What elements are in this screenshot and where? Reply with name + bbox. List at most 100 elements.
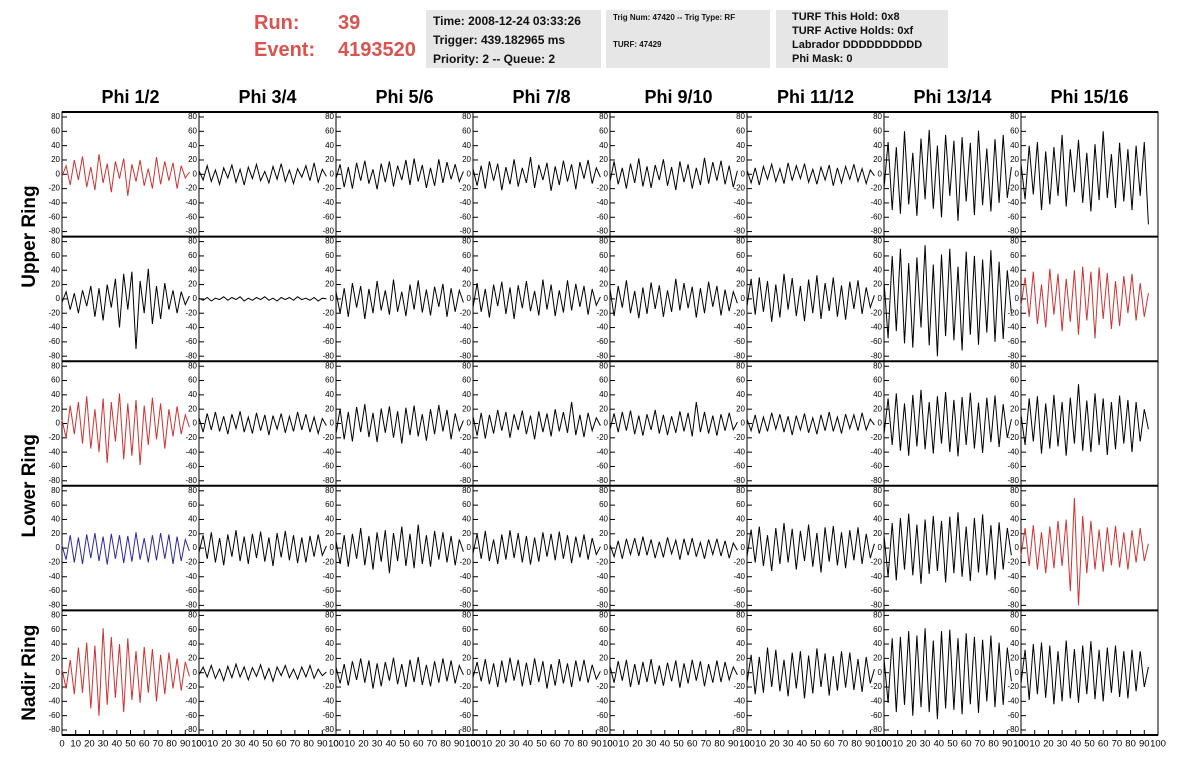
x-tick-label: 30: [372, 739, 383, 750]
y-tick-label: 40: [599, 639, 608, 648]
y-tick-label: -40: [185, 323, 197, 332]
y-tick-label: -40: [185, 572, 197, 581]
y-tick-label: -40: [733, 323, 745, 332]
y-tick-label: -60: [1007, 462, 1019, 471]
y-tick-label: -20: [459, 184, 471, 193]
x-tick-label: 0: [607, 739, 612, 750]
y-tick-label: -20: [596, 308, 608, 317]
x-tick-label: 60: [961, 739, 972, 750]
y-tick-label: -40: [459, 572, 471, 581]
y-tick-label: 20: [51, 529, 60, 538]
y-tick-label: 80: [599, 486, 608, 495]
y-tick-label: 40: [188, 265, 197, 274]
y-tick-label: -20: [596, 558, 608, 567]
info-line: TURF: 47429: [613, 40, 662, 49]
y-tick-label: 80: [325, 237, 334, 246]
x-tick-label: 0: [744, 739, 749, 750]
y-tick-label: 40: [51, 639, 60, 648]
y-tick-label: 20: [462, 280, 471, 289]
x-tick-label: 60: [1098, 739, 1109, 750]
y-tick-label: 40: [325, 265, 334, 274]
info-line: Labrador DDDDDDDDDD: [792, 39, 923, 51]
y-tick-label: 20: [462, 653, 471, 662]
y-tick-label: -80: [48, 476, 60, 485]
y-tick-label: 60: [462, 376, 471, 385]
y-tick-label: 0: [1015, 543, 1020, 552]
y-tick-label: -60: [322, 462, 334, 471]
x-tick-label: 70: [290, 739, 301, 750]
panel-frame: [883, 609, 1022, 736]
panel-frame: [61, 236, 200, 362]
x-tick-label: 20: [358, 739, 369, 750]
x-tick-label: 90: [865, 739, 876, 750]
y-tick-label: 40: [462, 141, 471, 150]
column-header: Phi 9/10: [644, 87, 712, 107]
x-tick-label: 60: [276, 739, 287, 750]
y-tick-label: 20: [462, 155, 471, 164]
y-tick-label: -40: [733, 198, 745, 207]
y-tick-label: -20: [870, 558, 882, 567]
y-tick-label: -20: [48, 558, 60, 567]
y-tick-label: -60: [870, 462, 882, 471]
y-tick-label: 0: [741, 294, 746, 303]
time-box: Time: 2008-12-24 03:33:26 Trigger: 439.1…: [426, 10, 601, 68]
y-tick-label: 40: [1010, 265, 1019, 274]
column-header: Phi 5/6: [375, 87, 433, 107]
info-line: TURF This Hold: 0x8: [792, 11, 900, 23]
waveform: [746, 522, 875, 573]
waveform: [609, 401, 738, 437]
x-tick-label: 70: [564, 739, 575, 750]
info-line: Trig Num: 47420 -- Trig Type: RF: [613, 13, 736, 22]
y-tick-label: 60: [188, 500, 197, 509]
y-tick-label: 60: [736, 625, 745, 634]
y-tick-label: 60: [1010, 625, 1019, 634]
x-tick-label: 0: [333, 739, 338, 750]
y-tick-label: -80: [48, 351, 60, 360]
y-tick-label: -20: [459, 682, 471, 691]
y-tick-label: 60: [462, 625, 471, 634]
row-label: Lower Ring: [19, 434, 40, 537]
x-tick-label: 90: [454, 739, 465, 750]
y-tick-label: 20: [325, 404, 334, 413]
turf-box: TURF This Hold: 0x8 TURF Active Holds: 0…: [776, 10, 948, 68]
x-tick-label: 0: [470, 739, 475, 750]
x-tick-label: 50: [673, 739, 684, 750]
waveform: [335, 279, 464, 320]
y-tick-label: 60: [599, 500, 608, 509]
y-tick-label: 0: [193, 169, 198, 178]
y-tick-label: -40: [596, 696, 608, 705]
waveform: [883, 512, 1012, 584]
panel-frame: [472, 609, 611, 736]
y-tick-label: 60: [599, 625, 608, 634]
y-tick-label: -40: [322, 447, 334, 456]
info-line: Phi Mask: 0: [792, 53, 853, 65]
y-tick-label: -20: [870, 682, 882, 691]
y-tick-label: 60: [325, 376, 334, 385]
x-tick-label: 20: [906, 739, 917, 750]
x-tick-label: 40: [934, 739, 945, 750]
y-tick-label: -60: [733, 337, 745, 346]
y-tick-label: -60: [733, 586, 745, 595]
y-tick-label: 60: [736, 500, 745, 509]
y-tick-label: 0: [741, 668, 746, 677]
waveform: [472, 401, 601, 440]
y-tick-label: -80: [733, 725, 745, 734]
y-tick-label: -60: [185, 586, 197, 595]
y-tick-label: -60: [1007, 586, 1019, 595]
y-tick-label: -40: [185, 447, 197, 456]
y-tick-label: 60: [873, 500, 882, 509]
column-header: Phi 11/12: [777, 87, 854, 107]
y-tick-label: -60: [1007, 337, 1019, 346]
y-tick-label: 40: [51, 265, 60, 274]
y-tick-label: -60: [185, 212, 197, 221]
y-tick-label: 60: [188, 251, 197, 260]
y-tick-label: 60: [462, 251, 471, 260]
x-tick-label: 10: [1029, 739, 1040, 750]
y-tick-label: 60: [873, 625, 882, 634]
y-tick-label: -40: [48, 198, 60, 207]
y-tick-label: 80: [599, 361, 608, 370]
x-tick-label: 10: [70, 739, 81, 750]
y-tick-label: -20: [48, 682, 60, 691]
y-tick-label: -60: [1007, 711, 1019, 720]
y-tick-label: -20: [48, 433, 60, 442]
